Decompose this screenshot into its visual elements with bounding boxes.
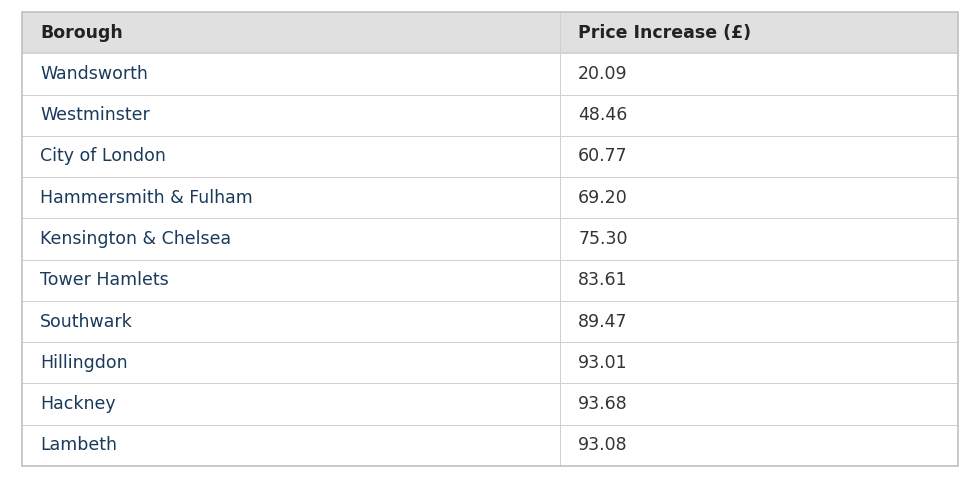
Text: 93.08: 93.08 [578, 436, 628, 455]
Text: 75.30: 75.30 [578, 230, 628, 248]
Text: Hackney: Hackney [40, 395, 116, 413]
Bar [22, 12, 958, 53]
Text: 83.61: 83.61 [578, 272, 628, 289]
Text: Hillingdon: Hillingdon [40, 354, 127, 372]
Text: 69.20: 69.20 [578, 189, 628, 206]
Text: Lambeth: Lambeth [40, 436, 117, 455]
Text: 93.01: 93.01 [578, 354, 628, 372]
Text: Wandsworth: Wandsworth [40, 65, 148, 83]
Text: Westminster: Westminster [40, 106, 150, 124]
Text: 93.68: 93.68 [578, 395, 628, 413]
Text: Southwark: Southwark [40, 313, 132, 331]
Text: 60.77: 60.77 [578, 147, 628, 165]
Text: 48.46: 48.46 [578, 106, 627, 124]
Text: Hammersmith & Fulham: Hammersmith & Fulham [40, 189, 253, 206]
Text: 89.47: 89.47 [578, 313, 628, 331]
Text: Borough: Borough [40, 23, 122, 42]
Text: Kensington & Chelsea: Kensington & Chelsea [40, 230, 231, 248]
Text: 20.09: 20.09 [578, 65, 628, 83]
Text: Tower Hamlets: Tower Hamlets [40, 272, 169, 289]
Text: City of London: City of London [40, 147, 166, 165]
Text: Price Increase (£): Price Increase (£) [578, 23, 752, 42]
